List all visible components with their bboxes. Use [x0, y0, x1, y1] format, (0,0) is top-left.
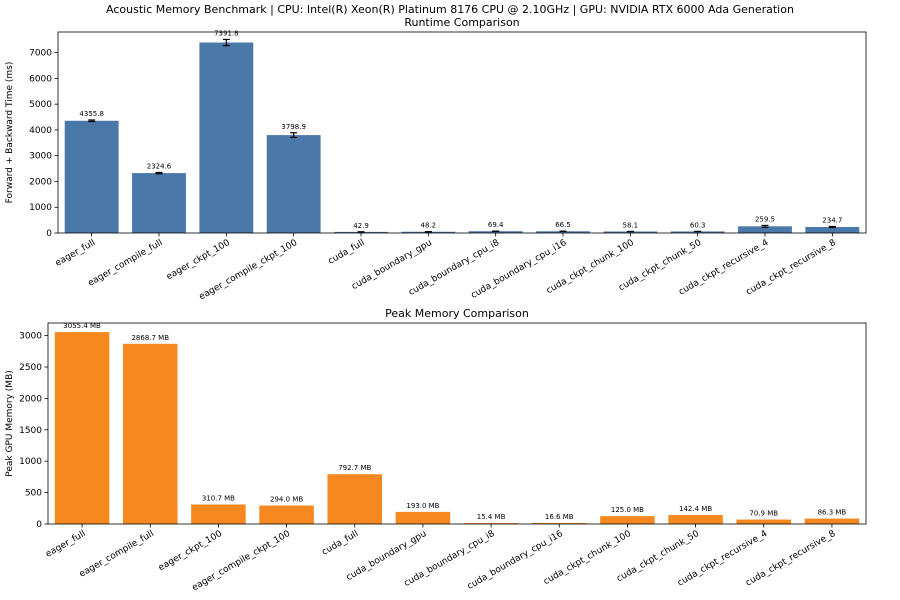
runtime-ytick-label: 6000 — [29, 74, 52, 84]
runtime-xtick-label: eager_full — [54, 238, 97, 269]
memory-ytick-label: 2500 — [19, 363, 42, 373]
figure-suptitle: Acoustic Memory Benchmark | CPU: Intel(R… — [106, 3, 794, 16]
runtime-data-label: 58.1 — [623, 221, 639, 229]
runtime-xtick-label: eager_compile_full — [86, 238, 164, 289]
memory-ytick-label: 500 — [25, 489, 42, 499]
runtime-chart: Runtime Comparison Forward + Backward Tim… — [5, 16, 867, 300]
memory-data-label: 2868.7 MB — [131, 334, 169, 342]
runtime-ylabel: Forward + Backward Time (ms) — [5, 62, 15, 204]
runtime-ytick-label: 1000 — [29, 203, 52, 213]
runtime-title: Runtime Comparison — [404, 16, 519, 29]
memory-data-label: 125.0 MB — [611, 506, 644, 514]
memory-xtick-label: eager_ckpt_100 — [157, 529, 224, 574]
memory-chart: Peak Memory Comparison Peak GPU Memory (M… — [5, 307, 867, 593]
runtime-data-label: 234.7 — [822, 216, 842, 224]
memory-data-label: 310.7 MB — [202, 494, 235, 502]
runtime-bar — [199, 42, 254, 234]
runtime-ytick-label: 2000 — [29, 177, 52, 187]
memory-axes-frame — [47, 322, 867, 525]
runtime-data-label: 3798.9 — [281, 123, 306, 131]
memory-bar — [191, 504, 246, 524]
runtime-bar — [64, 120, 119, 233]
memory-ytick-label: 1500 — [19, 426, 42, 436]
memory-data-label: 86.3 MB — [818, 509, 847, 517]
memory-data-label: 792.7 MB — [338, 464, 371, 472]
runtime-data-label: 7391.8 — [214, 29, 239, 37]
memory-data-label: 16.6 MB — [545, 513, 574, 521]
runtime-xtick-label: eager_ckpt_100 — [165, 238, 232, 283]
runtime-bar — [738, 226, 792, 233]
runtime-data-label: 69.4 — [488, 221, 504, 229]
memory-xtick-label: eager_compile_full — [78, 529, 156, 580]
memory-bar — [668, 515, 723, 524]
memory-bar — [122, 343, 178, 524]
runtime-ytick-label: 7000 — [29, 49, 52, 59]
runtime-data-label: 2324.6 — [147, 162, 172, 170]
runtime-data-label: 4355.8 — [79, 110, 104, 118]
memory-xtick-label: eager_full — [44, 529, 87, 560]
runtime-data-label: 48.2 — [421, 222, 437, 230]
memory-data-label: 294.0 MB — [270, 496, 303, 504]
memory-bar — [804, 518, 860, 524]
runtime-ytick-label: 5000 — [29, 100, 52, 110]
memory-bar — [395, 511, 451, 524]
memory-data-label: 193.0 MB — [406, 502, 439, 510]
memory-ylabel: Peak GPU Memory (MB) — [5, 370, 15, 477]
runtime-ytick-label: 3000 — [29, 152, 52, 162]
memory-bar — [259, 505, 314, 524]
runtime-ytick-label: 0 — [46, 229, 52, 239]
memory-xtick-label: cuda_full — [320, 529, 360, 558]
runtime-data-label: 66.5 — [555, 221, 571, 229]
memory-ytick-label: 1000 — [19, 457, 42, 467]
memory-data-label: 3055.4 MB — [63, 322, 101, 330]
memory-data-label: 70.9 MB — [749, 510, 778, 518]
runtime-axes-frame — [57, 31, 867, 234]
memory-title: Peak Memory Comparison — [385, 307, 529, 320]
memory-bar — [327, 474, 383, 524]
memory-bar — [531, 522, 587, 524]
memory-ytick-label: 0 — [36, 520, 42, 530]
runtime-bar — [468, 231, 523, 233]
runtime-bar — [603, 231, 658, 233]
runtime-ytick-label: 4000 — [29, 126, 52, 136]
runtime-bar — [132, 173, 186, 233]
memory-bar — [463, 523, 519, 524]
memory-data-label: 142.4 MB — [679, 505, 712, 513]
memory-bar — [54, 332, 110, 524]
runtime-bar — [670, 231, 725, 233]
memory-bar — [600, 516, 655, 524]
runtime-data-label: 60.3 — [690, 221, 706, 229]
runtime-data-label: 42.9 — [353, 222, 369, 230]
memory-data-label: 15.4 MB — [477, 513, 506, 521]
memory-ytick-label: 2000 — [19, 394, 42, 404]
memory-bar — [736, 519, 792, 524]
runtime-data-label: 259.5 — [755, 215, 775, 223]
runtime-bar — [536, 231, 590, 233]
runtime-xtick-label: cuda_full — [327, 238, 367, 267]
runtime-bar — [805, 226, 860, 233]
runtime-bar — [266, 135, 321, 233]
memory-ytick-label: 3000 — [19, 332, 42, 342]
